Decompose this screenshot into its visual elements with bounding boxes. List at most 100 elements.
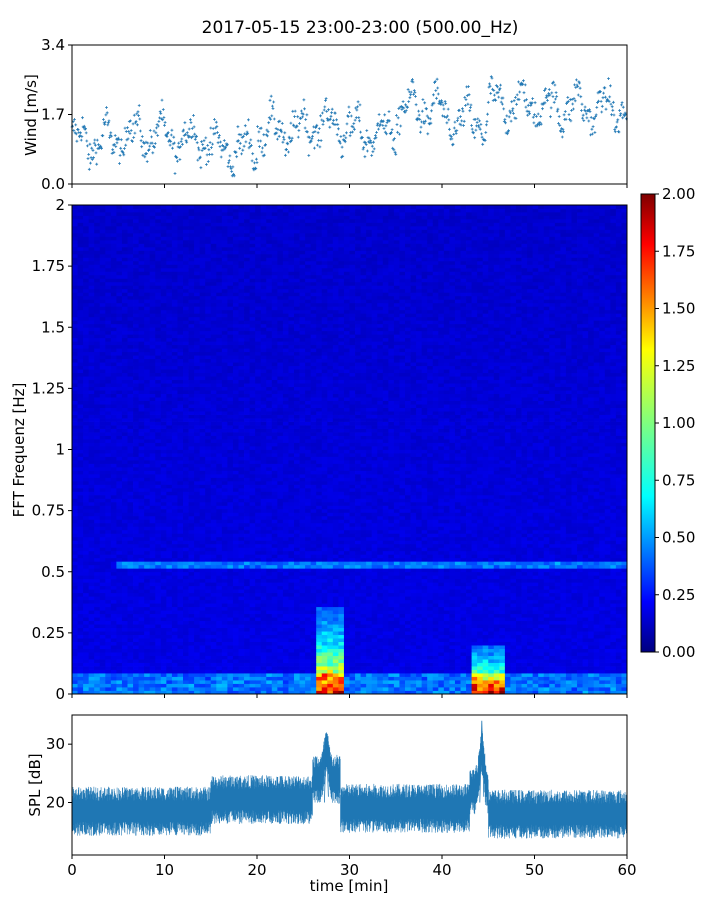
wind-point (173, 172, 177, 175)
spectrogram-cell (138, 407, 145, 412)
wind-point (308, 135, 311, 139)
spectrogram-cell (127, 362, 134, 367)
wind-point (478, 119, 481, 123)
spectrogram-cell (205, 596, 212, 601)
wind-point (232, 174, 236, 178)
spectrogram-cell (138, 645, 145, 649)
spectrogram-cell (144, 355, 151, 360)
spectrogram-cell (216, 557, 223, 562)
spectrogram-cell (99, 645, 106, 649)
wind-point (478, 127, 482, 131)
spectrogram-cell (110, 680, 117, 684)
spectrogram-cell (166, 480, 173, 485)
wind-point (241, 148, 245, 152)
wind-point (498, 87, 502, 90)
spectrogram-cell (160, 680, 167, 684)
spectrogram-cell (133, 554, 139, 559)
spectrogram-cell (105, 498, 112, 503)
spectrogram-cell (160, 432, 167, 436)
spectrogram-cell (221, 400, 228, 405)
spectrogram-cell (155, 606, 162, 611)
spectrogram-cell (194, 596, 201, 601)
spectrogram-cell (205, 306, 212, 311)
wind-point (489, 92, 493, 95)
spectrogram-cell (133, 452, 139, 457)
spectrogram-cell (171, 452, 178, 457)
spectrogram-cell (121, 344, 128, 349)
spectrogram-cell (171, 309, 178, 314)
wind-point (591, 125, 595, 128)
spectrogram-cell (138, 376, 145, 381)
wind-point (510, 109, 514, 113)
wind-point (459, 115, 462, 118)
spectrogram-cell (138, 348, 145, 353)
wind-x-ticks (71, 184, 628, 188)
spectrogram-cell (138, 557, 145, 562)
spectrogram-cell (155, 313, 162, 318)
spectrogram-cell (160, 243, 167, 248)
spectrogram-cell (216, 645, 223, 649)
wind-point (214, 120, 218, 124)
wind-point (118, 154, 122, 157)
spectrogram-cell (221, 330, 228, 335)
spectrogram-cell (88, 225, 95, 230)
spectrogram-cell (149, 498, 156, 503)
spectrogram-cell (194, 561, 201, 566)
spectrogram-cell (99, 243, 106, 248)
wind-point (335, 133, 339, 137)
spectrogram-cell (105, 327, 112, 332)
spectrogram-cell (105, 330, 112, 335)
spectrogram-cell (77, 641, 84, 646)
spectrogram-cell (188, 690, 195, 695)
wind-point (268, 98, 272, 102)
wind-point (131, 140, 134, 143)
spectrogram-cell (88, 561, 95, 566)
spectrogram-cell (221, 302, 228, 307)
spectrogram-cell (160, 543, 167, 548)
spectrogram-cell (171, 341, 178, 346)
spectrogram-cell (88, 529, 95, 534)
wind-point (401, 100, 405, 103)
spectrogram-cell (199, 666, 206, 670)
spectrogram-cell (166, 334, 173, 339)
spectrogram-cell (149, 673, 156, 677)
spectrogram-cell (188, 529, 195, 534)
spectrogram-cell (83, 659, 90, 663)
spectrogram-cell (227, 281, 234, 286)
spectrogram-cell (133, 309, 139, 314)
spectrogram-cell (171, 369, 178, 374)
spectrogram-cell (121, 267, 128, 272)
wind-point (86, 144, 89, 148)
wind-point (227, 161, 230, 165)
spectrogram-cell (149, 372, 156, 377)
spectrogram-cell (221, 348, 228, 353)
spectrogram-cell (133, 372, 139, 377)
spectrogram-cell (121, 487, 128, 492)
spectrogram-cell (83, 215, 90, 220)
spectrogram-cell (127, 680, 134, 684)
spectrogram-cell (94, 372, 101, 377)
spectrogram-cell (227, 267, 234, 272)
spectrogram-cell (177, 327, 184, 332)
wind-point (525, 98, 528, 102)
spectrogram-cell (138, 659, 145, 663)
spectrogram-cell (188, 676, 195, 681)
spectrogram-cell (144, 508, 151, 513)
spectrogram-cell (183, 564, 189, 569)
spectrogram-cell (199, 641, 206, 646)
spectrogram-cell (149, 606, 156, 611)
wind-point (250, 144, 253, 147)
spectrogram-cell (183, 648, 189, 653)
wind-point (435, 96, 438, 100)
spectrogram-cell (138, 547, 145, 552)
spectrogram-cell (210, 376, 217, 381)
spectrogram-cell (149, 519, 156, 524)
spectrogram-cell (166, 330, 173, 335)
wind-point (272, 117, 276, 121)
spectrogram-cell (155, 484, 162, 489)
wind-point (592, 117, 596, 121)
spectrogram-cell (199, 624, 206, 629)
wind-point (612, 100, 615, 104)
spectrogram-cell (221, 379, 228, 384)
spectrogram-cell (99, 365, 106, 370)
